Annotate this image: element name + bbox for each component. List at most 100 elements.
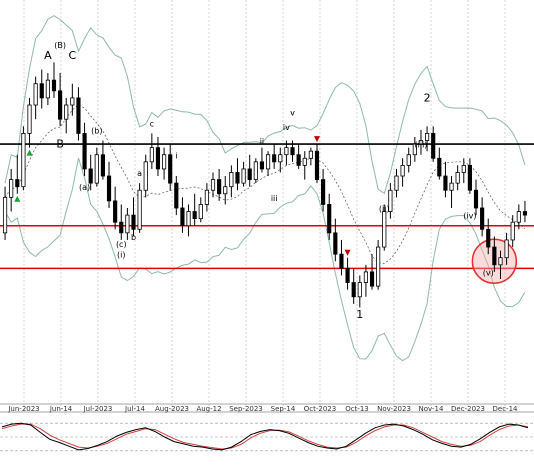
candle-body [522,211,528,216]
candle-body [161,154,167,170]
candle-body [412,143,417,156]
candle-body [229,172,234,188]
signal-markers-layer [14,136,351,256]
candle-body [443,175,448,191]
wave-label: (ii) [379,205,390,214]
wave-label: C [68,49,76,62]
candle-body [272,154,277,163]
wave-label: ii [260,137,264,146]
candle-body [333,232,338,255]
x-tick-label: Dec-2023 [451,405,485,413]
candle-body [149,147,154,163]
sell-signal-marker [313,136,320,143]
candle-body [455,172,460,184]
x-tick-label: Aug-12 [196,405,221,413]
candle-body [302,157,307,166]
candle-body [27,104,32,134]
wave-label: A [44,49,52,62]
candle-body [480,207,485,230]
candle-body [510,221,515,241]
candle-body [204,189,209,205]
candle-body [492,246,497,266]
candle-body [45,79,50,99]
candle-body [186,211,191,227]
x-tick-label: Nov-14 [419,405,444,413]
candle-body [168,154,173,184]
candle-body [131,214,136,230]
candle-body [113,200,118,223]
candle-body [406,154,411,166]
candle-body [369,271,375,287]
grid-layer [0,0,534,413]
candle-body [424,133,430,141]
x-tick-label: Jun-14 [49,405,73,413]
candle-body [351,282,356,298]
candle-body [516,211,521,223]
candle-body [198,204,203,220]
candle-body [119,221,124,234]
candle-body [33,83,38,106]
wave-label: (iii) [415,141,428,150]
candle-body [278,154,283,163]
candle-body [394,175,399,191]
candle-body [2,196,8,234]
candle-body [100,154,106,177]
bollinger-band-layer [4,15,526,362]
candle-body [437,157,442,177]
candle-body [217,179,222,195]
candle-body [70,97,75,106]
wave-label: (v) [483,268,494,277]
candle-body [192,211,197,220]
x-tick-label: Nov-2023 [377,405,411,413]
x-tick-label: Aug-2023 [155,405,189,413]
horizontal-levels-layer [0,143,534,270]
wave-label: (iv) [463,212,476,221]
candle-body [241,168,246,184]
candle-body [64,104,69,120]
candle-body [259,161,265,170]
lower-band-line [4,157,526,362]
candle-body [21,133,26,188]
candle-body [174,182,179,209]
candle-body [321,179,326,205]
candle-body [88,168,93,184]
x-tick-label: Jul-14 [124,405,145,413]
middle-band-line [4,104,526,264]
candle-body [418,140,424,145]
wave-label: (B) [54,41,66,50]
oscillator-k-line [1,422,529,451]
wave-label: iii [271,194,278,203]
candle-body [473,189,479,209]
x-tick-label: Dec-14 [493,405,519,413]
candles-layer [2,62,528,308]
x-tick-label: Sep-14 [271,405,296,413]
candle-body [327,204,332,234]
candle-body [314,150,320,180]
buy-signal-marker [26,149,33,156]
candle-body [137,189,142,230]
wave-label: a [137,169,142,178]
upper-band-line [4,15,526,195]
candle-body [82,133,87,170]
candle-body [143,161,148,191]
candle-body [376,246,381,287]
candle-body [125,214,130,234]
candle-body [431,133,436,159]
x-tick-label: Jul-2023 [83,405,113,413]
candle-body [223,186,228,195]
candle-body [339,253,344,269]
wave-label: 2 [424,91,431,104]
candle-body [235,172,240,184]
candle-body [210,179,216,191]
wave-label: (c) [116,240,127,249]
candle-body [76,97,81,134]
wave-labels-layer: A(B)CB(a)(b)(c)abc(i)iiiiiiivv(ii)(iii)(… [44,41,494,321]
candle-body [106,175,112,202]
candle-body [247,168,252,180]
candle-body [357,282,362,298]
wave-label: i [175,151,177,160]
candle-body [290,147,295,156]
x-tick-label: Oct-13 [345,405,369,413]
